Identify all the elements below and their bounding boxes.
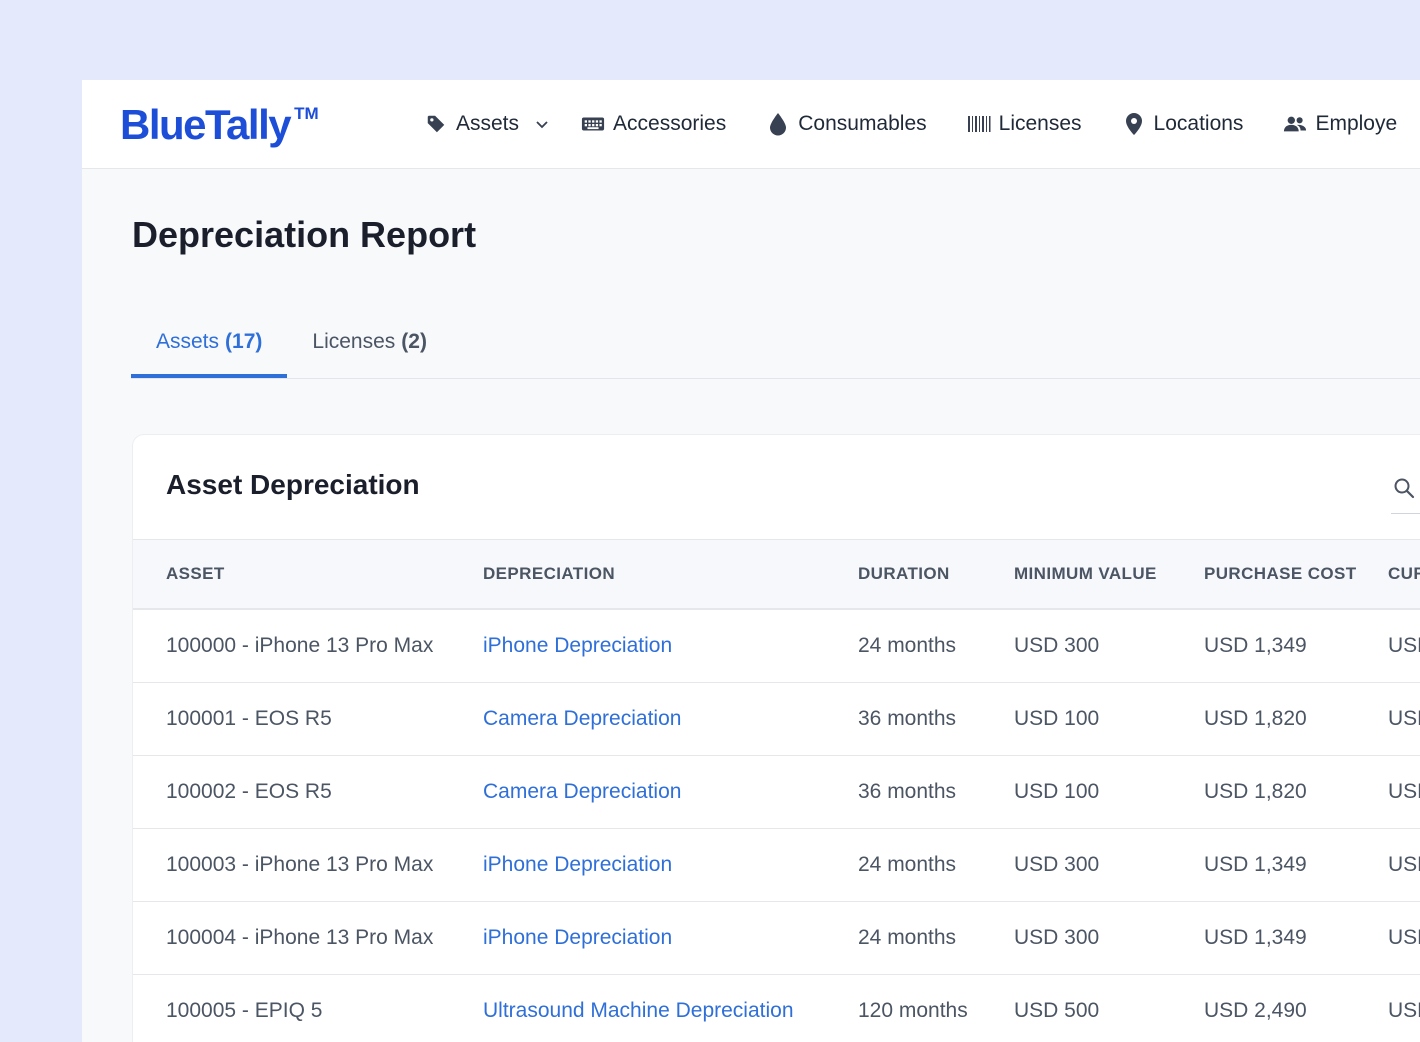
tab-licenses[interactable]: Licenses (2) xyxy=(287,306,452,378)
table-row[interactable]: 100005 - EPIQ 5 Ultrasound Machine Depre… xyxy=(133,975,1420,1042)
cell-asset: 100003 - iPhone 13 Pro Max xyxy=(166,853,434,876)
column-header-minimum-value[interactable]: MINIMUM VALUE xyxy=(1014,564,1157,583)
depreciation-link[interactable]: Camera Depreciation xyxy=(483,707,682,730)
table-row[interactable]: 100001 - EOS R5 Camera Depreciation 36 m… xyxy=(133,683,1420,756)
tab-assets[interactable]: Assets (17) xyxy=(131,306,288,378)
cell-duration: 36 months xyxy=(858,780,957,803)
depreciation-link[interactable]: iPhone Depreciation xyxy=(483,853,673,876)
cell-purchase-cost: USD 2,490 xyxy=(1204,999,1307,1022)
cell-asset: 100000 - iPhone 13 Pro Max xyxy=(166,634,434,657)
cell-minimum-value: USD 300 xyxy=(1014,634,1100,657)
tab-licenses-count: (2) xyxy=(401,330,427,353)
table-header: ASSET DEPRECIATION DURATION MINIMUM VALU… xyxy=(133,540,1420,610)
nav-item-assets[interactable]: Assets xyxy=(424,112,551,136)
nav-label-licenses: Licenses xyxy=(998,112,1082,135)
cell-asset: 100005 - EPIQ 5 xyxy=(166,999,323,1022)
cell-purchase-cost: USD 1,820 xyxy=(1204,780,1307,803)
brand-name: BlueTally xyxy=(120,101,292,148)
cell-asset: 100002 - EOS R5 xyxy=(166,780,332,803)
cell-purchase-cost: USD 1,349 xyxy=(1204,926,1307,949)
table-row[interactable]: 100000 - iPhone 13 Pro Max iPhone Deprec… xyxy=(133,610,1420,683)
cell-duration: 120 months xyxy=(858,999,968,1022)
trademark-mark: TM xyxy=(294,104,319,123)
cell-minimum-value: USD 300 xyxy=(1014,926,1100,949)
depreciation-link[interactable]: iPhone Depreciation xyxy=(483,926,673,949)
cell-duration: 24 months xyxy=(858,853,957,876)
brand-logo[interactable]: BlueTally TM xyxy=(120,98,319,152)
cell-minimum-value: USD 100 xyxy=(1014,780,1100,803)
keyboard-icon xyxy=(581,112,605,136)
main-nav: Assets Accessories Consumables xyxy=(424,80,1420,168)
cell-current-value: USD xyxy=(1388,926,1420,949)
top-navbar: BlueTally TM Assets Accessories xyxy=(82,80,1420,169)
nav-label-locations: Locations xyxy=(1153,112,1244,135)
column-header-depreciation[interactable]: DEPRECIATION xyxy=(483,564,615,583)
chevron-down-icon[interactable] xyxy=(535,116,551,132)
nav-item-employees[interactable]: Employe xyxy=(1283,112,1397,136)
cell-asset: 100001 - EOS R5 xyxy=(166,707,332,730)
cell-purchase-cost: USD 1,349 xyxy=(1204,634,1307,657)
tab-assets-count: (17) xyxy=(225,330,263,353)
column-header-duration[interactable]: DURATION xyxy=(858,564,950,583)
cell-current-value: USD xyxy=(1388,634,1420,657)
cell-duration: 24 months xyxy=(858,634,957,657)
depreciation-link[interactable]: Ultrasound Machine Depreciation xyxy=(483,999,794,1022)
card-title: Asset Depreciation xyxy=(166,469,420,500)
drop-icon xyxy=(766,112,790,136)
nav-item-consumables[interactable]: Consumables xyxy=(766,112,927,136)
nav-label-assets: Assets xyxy=(456,112,520,135)
cell-current-value: USD xyxy=(1388,780,1420,803)
cell-current-value: USD xyxy=(1388,707,1420,730)
nav-item-locations[interactable]: Locations xyxy=(1122,112,1244,136)
page-title: Depreciation Report xyxy=(132,214,477,255)
nav-item-licenses[interactable]: Licenses xyxy=(967,112,1082,136)
cell-asset: 100004 - iPhone 13 Pro Max xyxy=(166,926,434,949)
depreciation-link[interactable]: Camera Depreciation xyxy=(483,780,682,803)
nav-label-consumables: Consumables xyxy=(798,112,927,135)
cell-duration: 36 months xyxy=(858,707,957,730)
table-row[interactable]: 100002 - EOS R5 Camera Depreciation 36 m… xyxy=(133,756,1420,829)
cell-minimum-value: USD 300 xyxy=(1014,853,1100,876)
barcode-icon xyxy=(967,112,991,136)
column-header-purchase-cost[interactable]: PURCHASE COST xyxy=(1204,564,1357,583)
table-row[interactable]: 100003 - iPhone 13 Pro Max iPhone Deprec… xyxy=(133,829,1420,902)
depreciation-link[interactable]: iPhone Depreciation xyxy=(483,634,673,657)
people-icon xyxy=(1283,112,1307,136)
card-header: Asset Depreciation xyxy=(133,435,1420,540)
cell-purchase-cost: USD 1,349 xyxy=(1204,853,1307,876)
cell-minimum-value: USD 100 xyxy=(1014,707,1100,730)
app-window: BlueTally TM Assets Accessories xyxy=(82,80,1420,1042)
report-tabs: Assets (17) Licenses (2) xyxy=(131,306,1420,379)
nav-label-employees: Employe xyxy=(1315,112,1398,135)
cell-current-value: USD xyxy=(1388,853,1420,876)
tab-assets-label: Assets xyxy=(156,330,220,353)
column-header-asset[interactable]: ASSET xyxy=(166,564,225,583)
nav-item-accessories[interactable]: Accessories xyxy=(581,112,726,136)
asset-depreciation-card: Asset Depreciation ASSET DEPRECIATION DU… xyxy=(132,434,1420,1042)
cell-current-value: USD xyxy=(1388,999,1420,1022)
cell-duration: 24 months xyxy=(858,926,957,949)
cell-minimum-value: USD 500 xyxy=(1014,999,1100,1022)
column-header-current-value[interactable]: CUR xyxy=(1388,564,1420,583)
table-row[interactable]: 100004 - iPhone 13 Pro Max iPhone Deprec… xyxy=(133,902,1420,975)
tag-icon xyxy=(424,112,448,136)
search-icon[interactable] xyxy=(1393,477,1415,504)
search-input[interactable] xyxy=(1391,471,1420,514)
tab-licenses-label: Licenses xyxy=(312,330,396,353)
cell-purchase-cost: USD 1,820 xyxy=(1204,707,1307,730)
map-pin-icon xyxy=(1122,112,1146,136)
nav-label-accessories: Accessories xyxy=(613,112,727,135)
